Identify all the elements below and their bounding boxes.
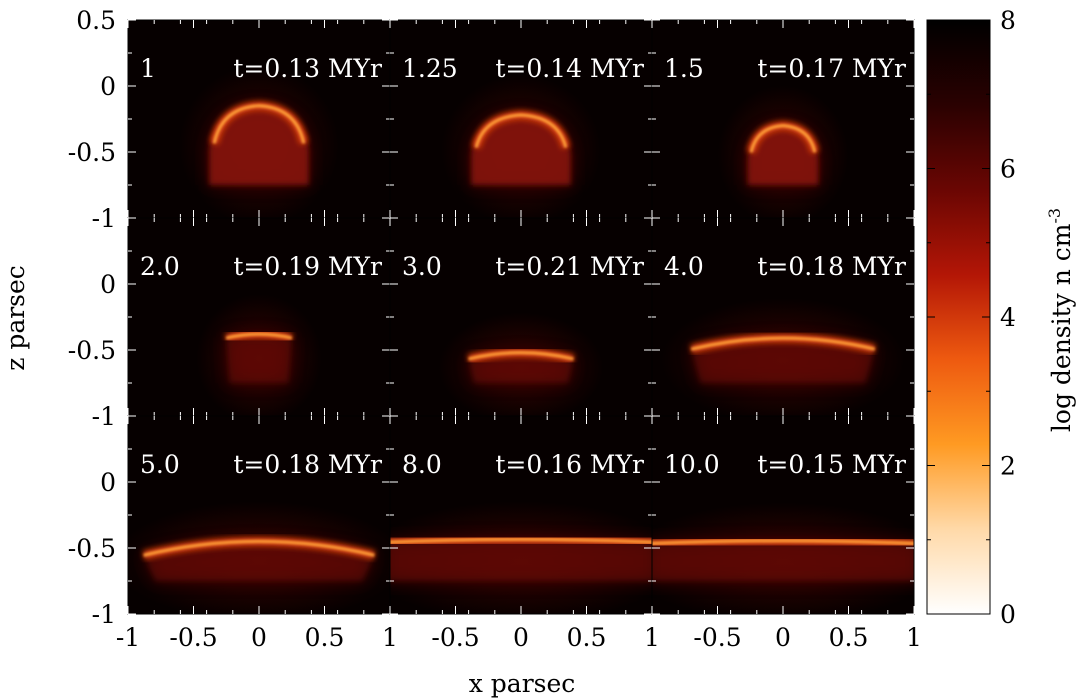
panel-label: 1.5 [664,54,704,83]
shock-front [468,351,574,361]
panel-ticks [127,415,391,615]
shocked-gas-core [747,125,819,185]
y-tick-label: -1 [92,402,116,431]
panel-time: t=0.19 MYr [233,252,382,281]
panel-grid: 1 t=0.13 MYr 1.25 t=0.14 MYr 1.5 t=0.17 MYr 2.… [127,19,915,615]
panel-time: t=0.18 MYr [233,450,382,479]
shocked-gas-core [143,541,375,581]
panel-label: 2.0 [140,252,180,281]
shock-front [474,113,568,148]
x-tick-label: 1 [906,623,922,652]
y-tick-label: -0.5 [68,534,116,563]
colorbar-tick-label: 2 [1000,452,1016,481]
y-tick-label: 0.5 [76,6,116,35]
x-tick-label: -0.5 [169,623,217,652]
panel-ticks [127,19,391,219]
shocked-gas-core [390,538,652,581]
x-tick-label: -0.5 [431,623,479,652]
x-tick-label: 0 [251,623,267,652]
x-tick-label: 0.5 [829,623,869,652]
shocked-gas-core [652,540,914,581]
panel-6: 4.0 t=0.18 MYr [651,217,915,417]
x-tick-label: -0.5 [693,623,741,652]
colorbar-tick-label: 0 [1000,600,1016,629]
panel-7: 5.0 t=0.18 MYr [127,415,391,615]
panel-8: 8.0 t=0.16 MYr [389,415,653,615]
panel-label: 8.0 [402,450,442,479]
shock-front [143,539,375,557]
y-tick-label: -0.5 [68,336,116,365]
shock-front [390,537,652,544]
colorbar [926,19,991,615]
panel-ticks [651,415,915,615]
panel-9: 10.0 t=0.15 MYr [651,415,915,615]
colorbar-label: log density n cm-3 [1045,208,1076,432]
shocked-gas-core [209,105,309,185]
y-axis-label: z parsec [1,265,30,371]
shocked-gas-core [471,115,571,185]
shocked-gas-core [468,352,574,383]
panel-ticks [127,217,391,417]
x-tick-label: 0.5 [567,623,607,652]
shocked-gas-core [691,338,875,383]
shock-front [212,104,306,144]
y-tick-label: -0.5 [68,138,116,167]
panel-time: t=0.14 MYr [495,54,644,83]
x-axis-ticks: -1 -0.5 0 0.5 1 -0.5 0 0.5 1 -0.5 0 0.5 1 [116,623,922,652]
colorbar-label-exponent: -3 [1045,208,1064,224]
panel-time: t=0.17 MYr [757,54,906,83]
shock-front [225,332,293,340]
panel-label: 5.0 [140,450,180,479]
panel-time: t=0.21 MYr [495,252,644,281]
panel-time: t=0.13 MYr [233,54,382,83]
x-tick-label: 0 [775,623,791,652]
panel-3: 1.5 t=0.17 MYr [651,19,915,219]
panel-label: 10.0 [664,450,720,479]
panel-time: t=0.16 MYr [495,450,644,479]
x-tick-label: -1 [116,623,140,652]
shock-front [749,124,817,153]
y-tick-label: -1 [92,600,116,629]
panel-label: 4.0 [664,252,704,281]
panel-time: t=0.15 MYr [757,450,906,479]
colorbar-tick-label: 6 [1000,155,1016,184]
x-tick-label: 0 [513,623,529,652]
colorbar-tick-label: 4 [1000,303,1016,332]
y-axis-ticks: 0.5 0 -0.5 -1 0 -0.5 -1 0 -0.5 -1 [68,6,116,629]
panel-1: 1 t=0.13 MYr [127,19,391,219]
y-tick-label: 0 [100,468,116,497]
panel-ticks [389,415,653,615]
colorbar-tick-label: 8 [1000,6,1016,35]
y-tick-label: 0 [100,72,116,101]
x-tick-label: 1 [382,623,398,652]
panel-ticks [651,19,915,219]
panel-4: 2.0 t=0.19 MYr [127,217,391,417]
x-axis-label: x parsec [469,669,576,698]
panel-ticks [651,217,915,417]
y-tick-label: -1 [92,204,116,233]
colorbar-label-text: log density n cm [1047,223,1076,432]
y-tick-label: 0 [100,270,116,299]
panel-time: t=0.18 MYr [757,252,906,281]
panel-label: 3.0 [402,252,442,281]
panel-label: 1.25 [402,54,458,83]
shock-front [690,336,876,351]
shock-front [652,539,914,546]
shocked-gas-core [226,334,292,383]
panel-5: 3.0 t=0.21 MYr [389,217,653,417]
x-tick-label: 1 [644,623,660,652]
x-tick-label: 0.5 [305,623,345,652]
panel-label: 1 [140,54,156,83]
panel-2: 1.25 t=0.14 MYr [389,19,653,219]
colorbar-ticks: 0 2 4 6 8 [927,6,1016,629]
